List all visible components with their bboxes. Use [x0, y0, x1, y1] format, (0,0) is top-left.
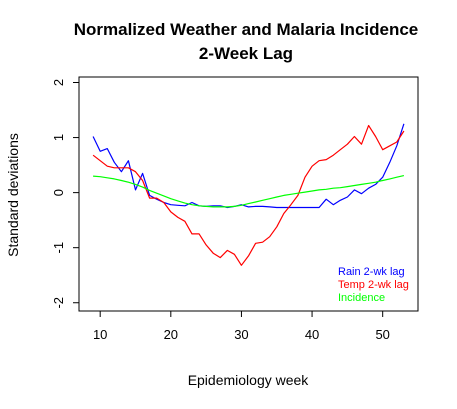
series-line-incidence [93, 175, 405, 208]
legend-entry: Temp 2-wk lag [338, 279, 409, 291]
x-tick-label: 20 [164, 327, 178, 342]
x-axis: 10 20 30 40 50 [93, 311, 390, 342]
series-layer [92, 123, 405, 266]
x-tick-label: 40 [305, 327, 319, 342]
y-tick-label: 2 [51, 79, 66, 86]
y-tick-label: -1 [51, 242, 66, 254]
series-line-temp-2-wk-lag [92, 124, 405, 266]
plot-frame [78, 76, 419, 312]
x-tick-label: 30 [234, 327, 248, 342]
chart-title: Normalized Weather and Malaria Incidence [74, 20, 419, 39]
legend-entry: Incidence [338, 292, 385, 304]
y-tick-label: -2 [51, 297, 66, 309]
y-tick-label: 1 [51, 134, 66, 141]
y-tick-label: 0 [51, 189, 66, 196]
series-line-rain-2-wk-lag [92, 123, 405, 209]
chart-subtitle: 2-Week Lag [199, 44, 293, 63]
x-tick-label: 50 [375, 327, 389, 342]
x-axis-label: Epidemiology week [188, 372, 310, 388]
x-tick-label: 10 [93, 327, 107, 342]
y-axis: -2 -1 0 1 2 [51, 79, 79, 309]
y-axis-label: Standard deviations [5, 133, 21, 257]
legend-entry: Rain 2-wk lag [338, 266, 405, 278]
